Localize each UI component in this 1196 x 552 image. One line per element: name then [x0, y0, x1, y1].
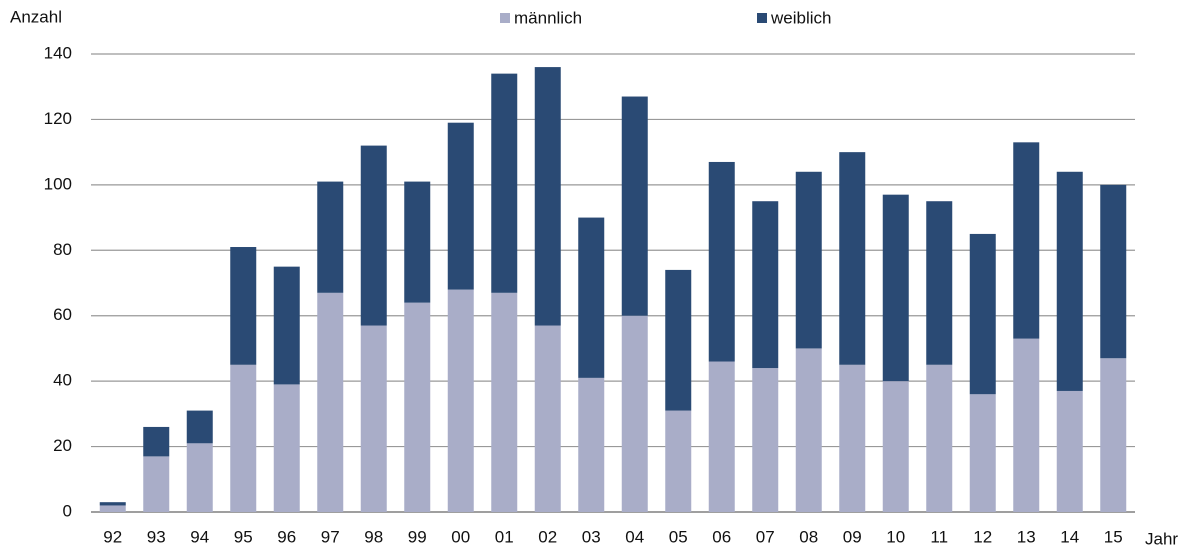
bar-segment [708, 361, 735, 512]
legend-swatch [757, 13, 767, 23]
y-tick-label: 140 [44, 43, 72, 62]
bar-segment [186, 443, 213, 512]
x-tick-label: 08 [799, 527, 818, 546]
bar-segment [491, 73, 518, 293]
x-tick-label: 02 [538, 527, 557, 546]
bar-segment [1013, 142, 1040, 339]
x-tick-label: 95 [234, 527, 253, 546]
bar-segment [665, 269, 692, 411]
y-tick-label: 40 [53, 371, 72, 390]
bar-segment [534, 325, 561, 512]
y-tick-label: 120 [44, 109, 72, 128]
bar-segment [99, 502, 126, 506]
bar-segment [404, 181, 431, 303]
x-tick-label: 04 [625, 527, 644, 546]
bar-segment [534, 67, 561, 326]
bar-segment [795, 171, 822, 349]
x-tick-label: 11 [930, 527, 948, 546]
bar-segment [1056, 390, 1083, 512]
bar-segment [1100, 184, 1127, 359]
bar-segment [186, 410, 213, 444]
x-tick-label: 93 [147, 527, 166, 546]
bar-segment [317, 181, 344, 293]
x-tick-label: 14 [1060, 527, 1079, 546]
x-tick-label: 99 [408, 527, 427, 546]
x-tick-label: 94 [190, 527, 209, 546]
bar-segment [1056, 171, 1083, 391]
bar-segment [578, 217, 605, 378]
x-tick-label: 98 [364, 527, 383, 546]
y-tick-label: 0 [63, 501, 72, 520]
bar-segment [969, 394, 996, 512]
y-tick-label: 20 [53, 436, 72, 455]
x-tick-label: 10 [886, 527, 905, 546]
bar-segment [273, 266, 300, 385]
x-tick-label: 07 [756, 527, 775, 546]
y-tick-label: 100 [44, 174, 72, 193]
x-tick-label: 15 [1104, 527, 1123, 546]
bar-segment [926, 201, 953, 365]
bar-segment [665, 410, 692, 512]
bar-segment [143, 456, 170, 512]
bar-segment [447, 289, 474, 512]
bar-segment [360, 325, 387, 512]
bar-segment [404, 302, 431, 512]
legend-swatch [500, 13, 510, 23]
bar-segment [882, 381, 909, 512]
x-axis-label: Jahr [1145, 529, 1178, 548]
x-tick-label: 12 [973, 527, 992, 546]
x-tick-label: 06 [712, 527, 731, 546]
x-tick-label: 92 [103, 527, 122, 546]
bar-segment [491, 292, 518, 512]
bar-segment [752, 201, 779, 369]
x-tick-label: 03 [582, 527, 601, 546]
bar-segment [447, 122, 474, 290]
bar-segment [708, 161, 735, 362]
bar-segment [99, 505, 126, 512]
y-tick-label: 80 [53, 240, 72, 259]
bar-segment [621, 315, 648, 512]
bar-segment [926, 364, 953, 512]
bar-segment [839, 152, 866, 365]
bar-segment [317, 292, 344, 512]
bar-segment [230, 247, 257, 365]
x-tick-label: 97 [321, 527, 340, 546]
bar-segment [839, 364, 866, 512]
bar-segment [795, 348, 822, 512]
x-tick-label: 13 [1017, 527, 1036, 546]
bar-segment [143, 426, 170, 457]
bar-segment [1013, 338, 1040, 512]
legend-label: männlich [514, 8, 582, 27]
bar-segment [360, 145, 387, 326]
x-tick-label: 96 [277, 527, 296, 546]
legend-label: weiblich [770, 8, 831, 27]
x-tick-label: 00 [451, 527, 470, 546]
bar-segment [621, 96, 648, 316]
x-tick-label: 09 [843, 527, 862, 546]
x-tick-label: 05 [669, 527, 688, 546]
bar-segment [578, 377, 605, 512]
bar-segment [752, 368, 779, 512]
y-axis-label: Anzahl [10, 7, 62, 26]
bar-segment [969, 233, 996, 395]
bar-segment [273, 384, 300, 512]
bar-segment [882, 194, 909, 382]
bar-segment [1100, 358, 1127, 512]
x-tick-label: 01 [495, 527, 514, 546]
bar-segment [230, 364, 257, 512]
y-tick-label: 60 [53, 305, 72, 324]
